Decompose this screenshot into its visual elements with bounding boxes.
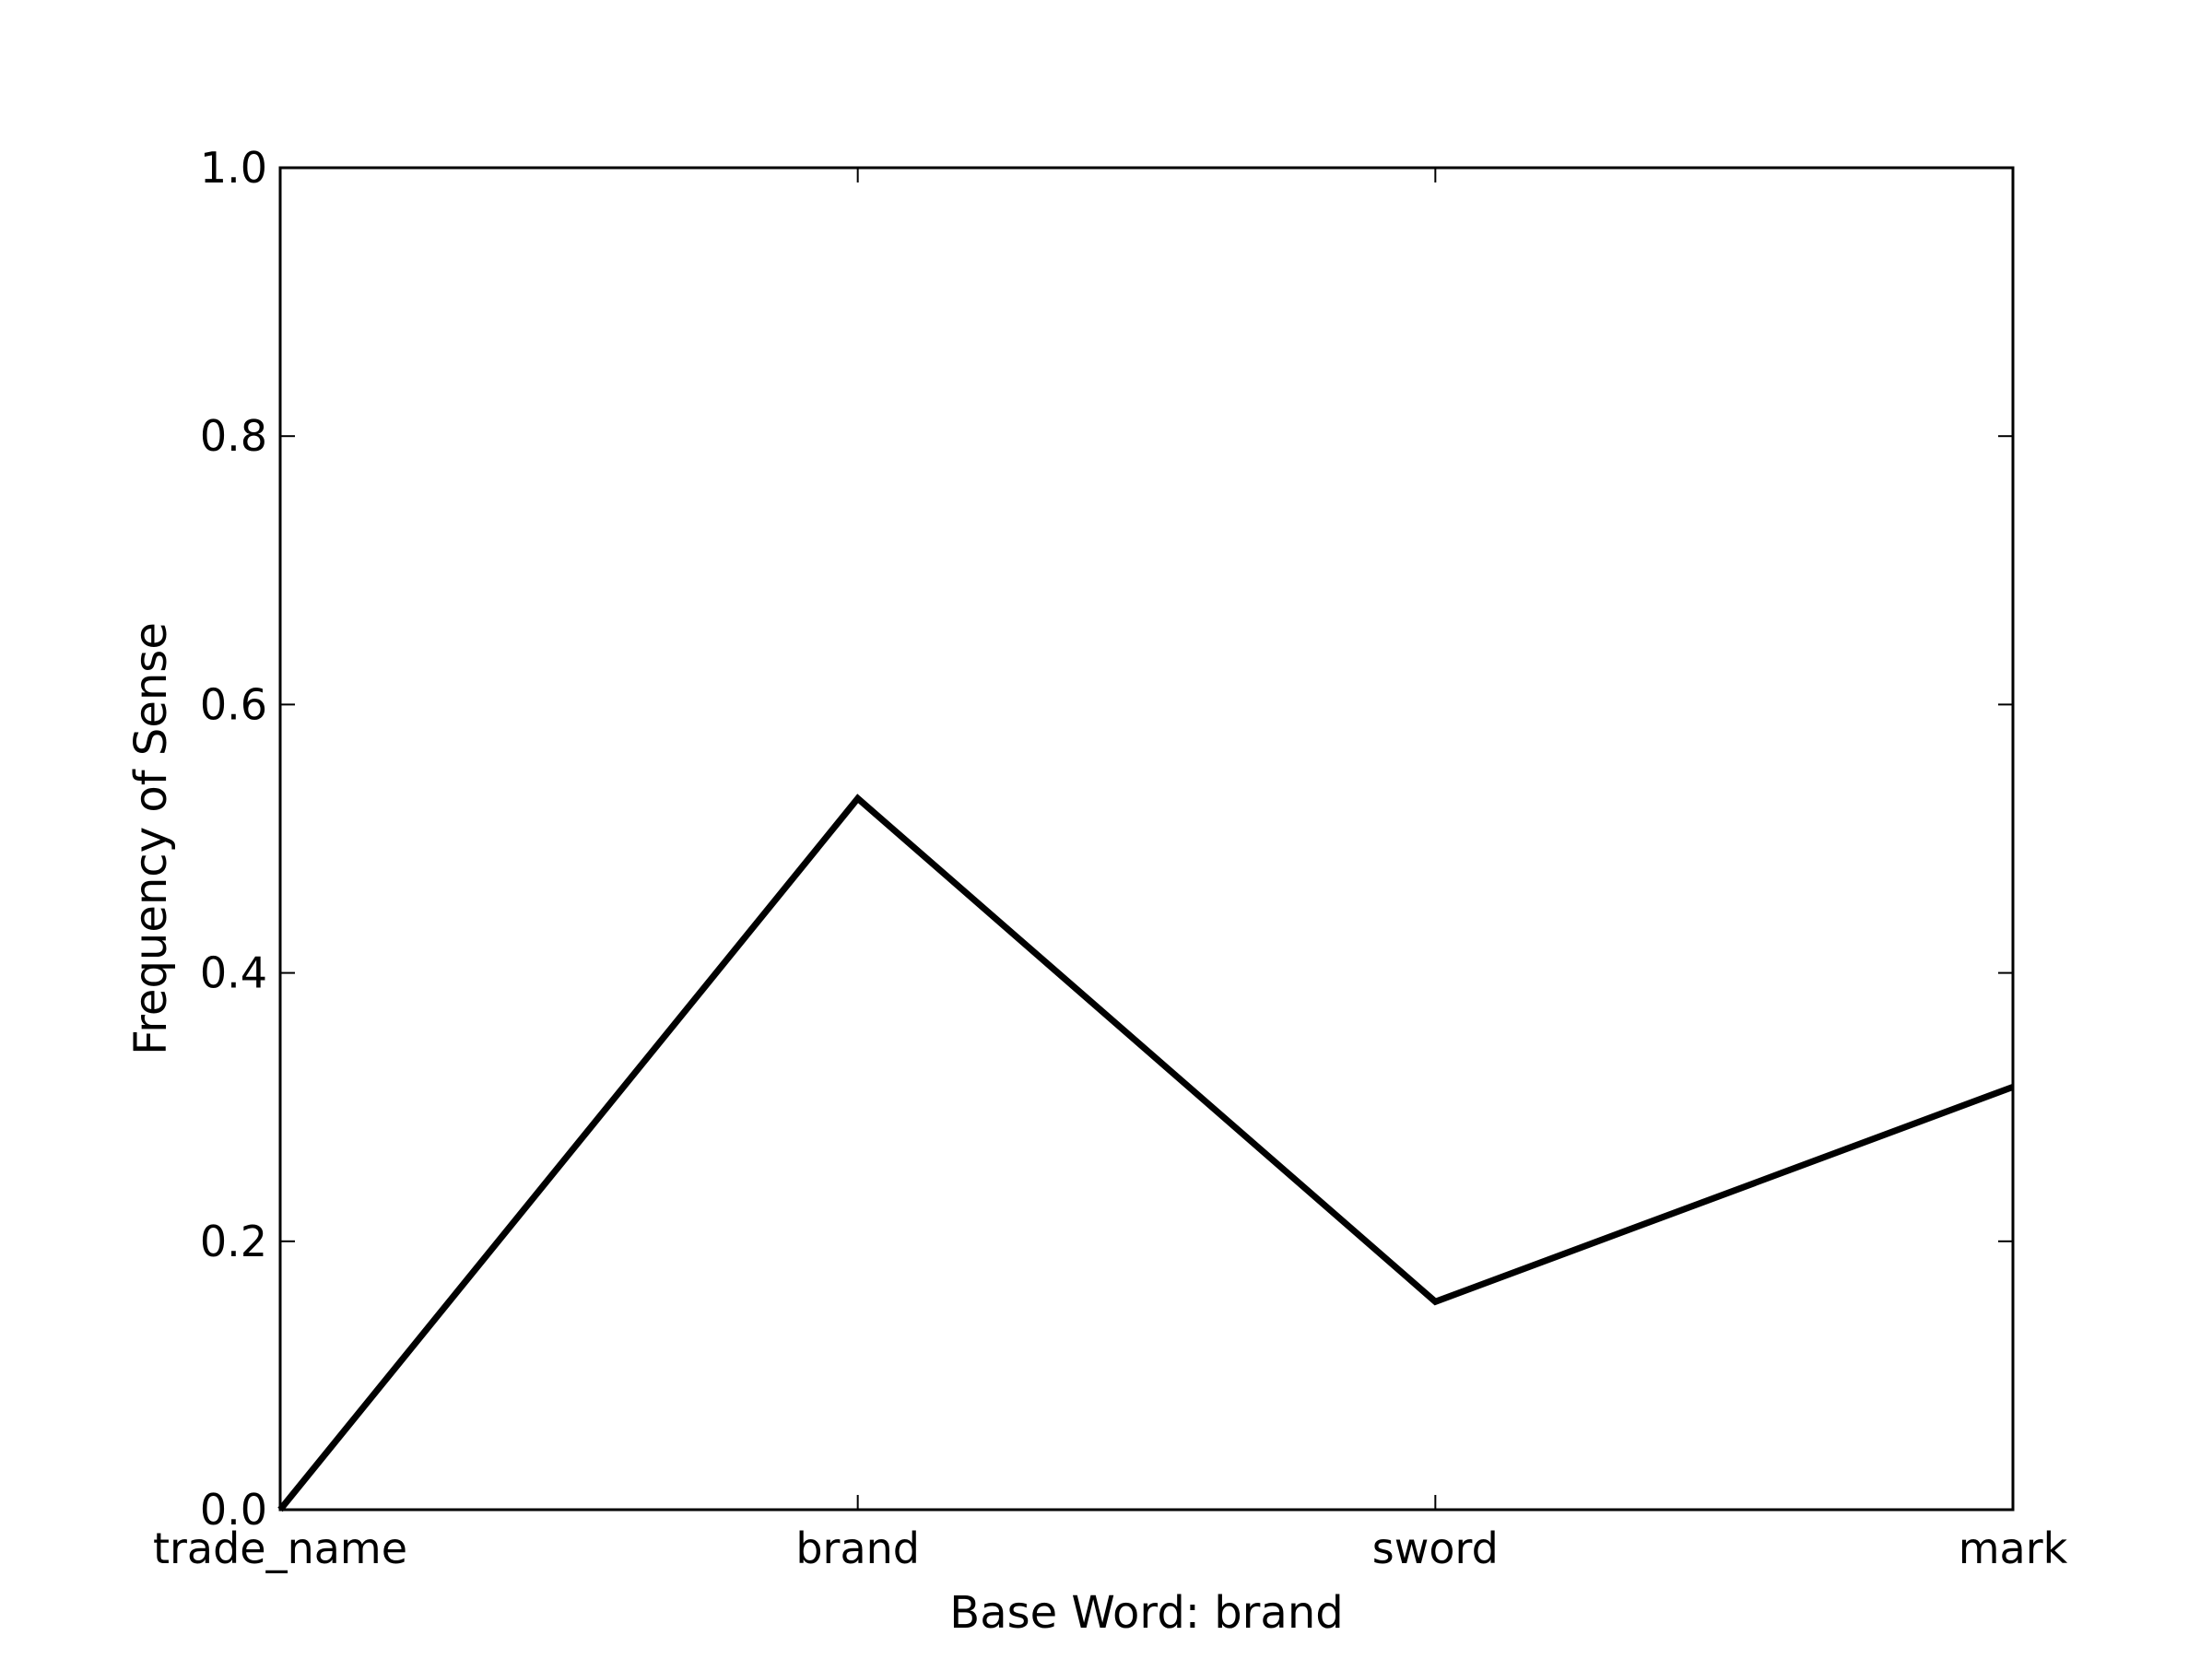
x-tick-label: sword — [1372, 1524, 1499, 1573]
y-tick-label: 0.2 — [200, 1217, 267, 1266]
y-axis-label: Frequency of Sense — [125, 622, 177, 1055]
ticks-layer — [279, 167, 2014, 1511]
plot-frame — [278, 166, 2015, 1512]
labels-layer: 0.0 0.2 0.4 0.6 0.8 1.0 trade_name brand sword ma… — [153, 143, 2068, 1573]
y-tick-label: 0.0 — [200, 1485, 267, 1535]
y-tick-label: 0.6 — [200, 679, 267, 729]
x-axis-label: Base Word: brand — [949, 1587, 1343, 1639]
y-tick-label: 1.0 — [200, 143, 267, 193]
series-line — [277, 794, 2015, 1512]
x-tick-label: trade_name — [153, 1524, 407, 1573]
y-tick-label: 0.4 — [200, 948, 267, 998]
y-tick-label: 0.8 — [200, 411, 267, 461]
x-tick-label: mark — [1959, 1524, 2068, 1573]
series-layer — [277, 794, 2015, 1512]
x-tick-label: brand — [795, 1524, 920, 1573]
